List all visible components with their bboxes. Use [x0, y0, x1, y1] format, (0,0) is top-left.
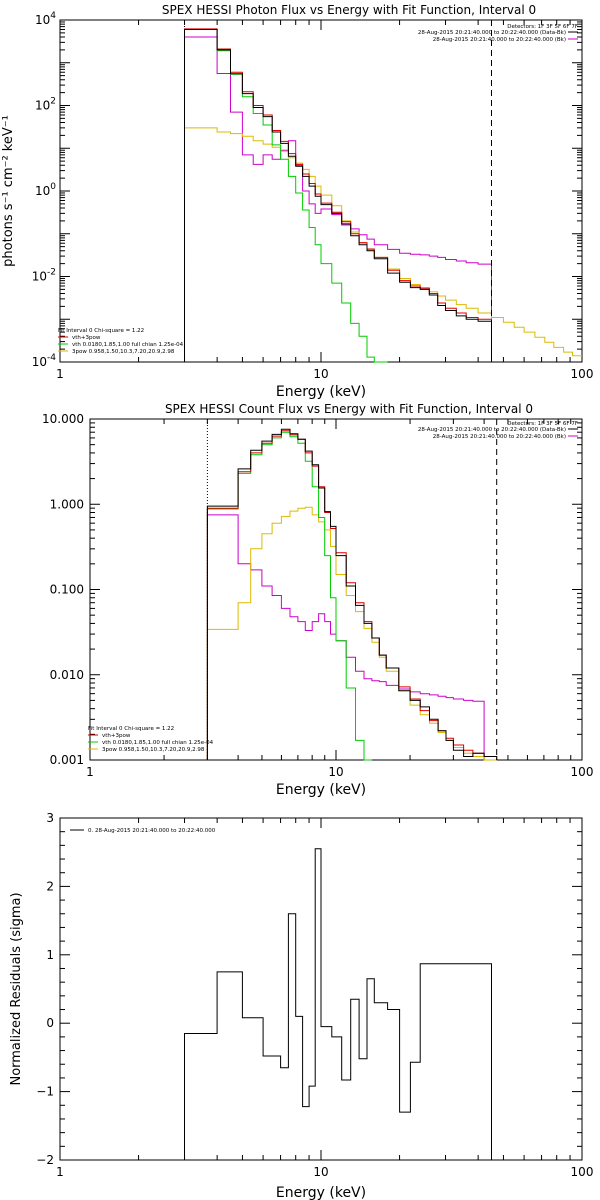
fit-legend-entry: vth+3pow [102, 733, 131, 739]
series-line [491, 317, 582, 362]
x-tick-label: 10 [328, 765, 343, 779]
y-tick-label: 10.000 [42, 412, 84, 426]
y-tick-label: −2 [36, 1153, 54, 1167]
series-line [184, 848, 492, 1160]
residuals-legend: 0. 28-Aug-2015 20:21:40.000 to 20:22:40.… [70, 828, 216, 834]
residuals-x-axis-label: Energy (keV) [276, 1185, 366, 1200]
residuals-y-axis-label: Normalized Residuals (sigma) [9, 892, 24, 1085]
y-tick-label: 3 [46, 811, 54, 825]
x-tick-label: 1 [86, 765, 94, 779]
count-flux-title: SPEX HESSI Count Flux vs Energy with Fit… [165, 402, 533, 416]
photon-flux-panel: SPEX HESSI Photon Flux vs Energy with Fi… [1, 3, 593, 400]
fit-legend-entry: vth 0.0180,1.85,1.00 full chian 1.25e-04 [72, 342, 184, 348]
legend-header: Detectors: 1F 3F 5F 6F 7F [507, 24, 578, 30]
residuals-ticks: 1 10 100 −2 −1 0 1 2 3 [36, 811, 593, 1179]
x-tick-label: 100 [571, 367, 594, 381]
fit-legend-header: Fit Interval 0 Chi-square = 1.22 [88, 726, 174, 732]
y-tick-label: 0.010 [50, 668, 84, 682]
residuals-series [184, 848, 492, 1160]
photon-flux-series [184, 20, 582, 363]
y-tick-label: 1 [46, 948, 54, 962]
y-tick-label: 2 [46, 879, 54, 893]
fit-legend-entry: vth 0.0180,1.85,1.00 full chian 1.25e-04 [102, 740, 214, 746]
series-line [184, 29, 492, 362]
legend-entry: 28-Aug-2015 20:21:40.000 to 20:22:40.000… [418, 427, 566, 433]
x-tick-label: 10 [313, 1165, 328, 1179]
fit-legend-entry: 3pow 0.958,1.50,10.3,7.20,20.9,2.98 [72, 349, 175, 355]
series-line [206, 431, 372, 761]
legend-entry: 0. 28-Aug-2015 20:21:40.000 to 20:22:40.… [88, 828, 216, 834]
photon-flux-title: SPEX HESSI Photon Flux vs Energy with Fi… [162, 3, 536, 17]
legend-header: Detectors: 1F 3F 5F 6F 7F [507, 421, 578, 427]
y-tick-label: 0.001 [50, 753, 84, 767]
y-tick-label: −1 [36, 1085, 54, 1099]
legend-entry: 28-Aug-2015 20:21:40.000 to 20:22:40.000… [433, 37, 566, 43]
count-flux-plot-frame [89, 418, 583, 761]
series-line [184, 127, 492, 362]
count-flux-panel: SPEX HESSI Count Flux vs Energy with Fit… [42, 402, 593, 798]
residuals-panel: 1 10 100 −2 −1 0 1 2 3 0. 28-Aug-2015 20:21:40.0… [9, 811, 593, 1200]
legend-entry: 28-Aug-2015 20:21:40.000 to 20:22:40.000… [418, 30, 566, 36]
fit-legend-entry: vth+3pow [72, 335, 101, 341]
legend-entry: 28-Aug-2015 20:21:40.000 to 20:22:40.000… [433, 434, 566, 440]
x-tick-label: 1 [56, 367, 64, 381]
series-line [206, 506, 497, 761]
fit-legend-entry: 3pow 0.958,1.50,10.3,7.20,20.9,2.98 [102, 747, 205, 753]
y-tick-label: 102 [35, 97, 56, 113]
x-tick-label: 100 [571, 765, 594, 779]
photon-flux-ticks: 1 10 100 10-4 10-2 100 102 104 [32, 11, 594, 381]
y-tick-label: 1.000 [50, 497, 84, 511]
photon-flux-x-axis-label: Energy (keV) [276, 384, 366, 400]
y-tick-label: 100 [35, 182, 56, 198]
series-line [206, 514, 485, 760]
y-tick-label: 10-4 [32, 353, 57, 369]
y-tick-label: 0 [46, 1016, 54, 1030]
fit-legend-header: Fit Interval 0 Chi-square = 1.22 [58, 328, 144, 334]
count-flux-ticks: 1 10 100 0.001 0.010 0.100 1.000 10.000 [42, 412, 593, 779]
series-line [184, 36, 492, 362]
series-line [184, 29, 388, 363]
series-line [206, 428, 498, 760]
y-tick-label: 10-2 [32, 268, 56, 284]
y-tick-label: 104 [35, 11, 56, 27]
photon-flux-y-axis-label: photons s⁻¹ cm⁻² keV⁻¹ [1, 115, 16, 267]
x-tick-label: 100 [571, 1165, 594, 1179]
count-flux-series [206, 419, 498, 761]
x-tick-label: 1 [56, 1165, 64, 1179]
count-flux-x-axis-label: Energy (keV) [276, 782, 366, 798]
y-tick-label: 0.100 [50, 583, 84, 597]
x-tick-label: 10 [313, 367, 328, 381]
